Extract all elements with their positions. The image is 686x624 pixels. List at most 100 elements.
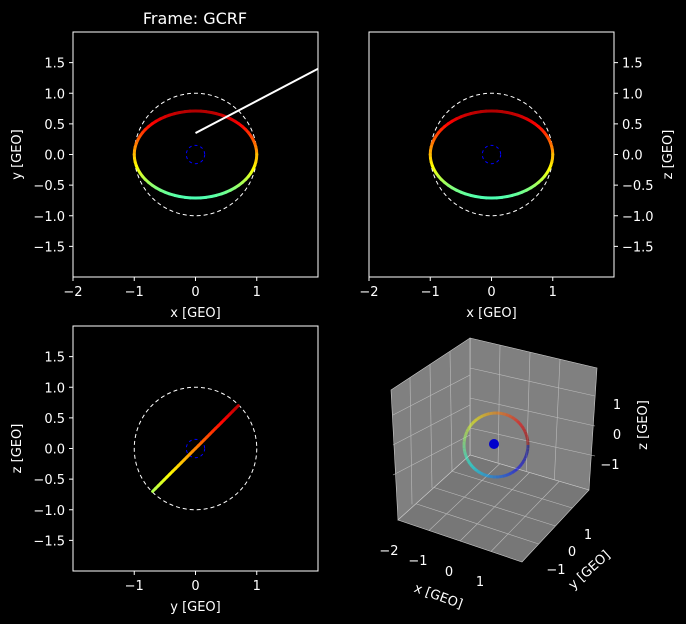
orbit-3d-segment	[476, 469, 481, 474]
x-axis-label: y [GEO]	[170, 600, 221, 615]
y-tick-label: 1.0	[44, 87, 65, 102]
orbit-3d-segment	[513, 467, 519, 473]
orbit-3d-segment	[467, 460, 472, 465]
orbit-3d-segment	[513, 417, 519, 423]
orbit-3d-segment	[464, 431, 469, 436]
earth-circle	[185, 144, 206, 165]
x-tick-label: −1	[125, 285, 144, 300]
orbit-3d-segment	[499, 411, 503, 416]
orbit-3d-segment	[520, 460, 525, 465]
orbit-3d-segment	[520, 425, 525, 430]
earth-circle	[481, 144, 502, 165]
y-tick-label: 1.5	[44, 351, 65, 366]
orbit-3d-segment	[462, 438, 467, 442]
orbit-3d-segment	[467, 425, 472, 430]
orbit-3d-segment	[489, 474, 493, 479]
orbit-3d-segment	[479, 471, 484, 476]
orbit-3d-segment	[473, 467, 479, 473]
x-tick-label: 0	[487, 285, 495, 300]
y-tick-label: 1.0	[44, 381, 65, 396]
z3d-axis-label: z [GEO]	[636, 400, 651, 450]
y-tick-label: −0.5	[622, 179, 654, 194]
plot-area	[132, 67, 318, 217]
x-tick-label: 0	[191, 285, 199, 300]
y-tick-label: −1.5	[33, 534, 65, 549]
orbit-3d-segment	[489, 411, 493, 416]
y-tick-label: 0.0	[44, 149, 65, 164]
orbit-3d-segment	[523, 431, 528, 436]
orbit-3d-segment	[465, 428, 470, 433]
x-tick-label: −2	[359, 285, 378, 300]
orbit-3d-segment	[463, 434, 468, 439]
x-tick-label: 1	[549, 285, 557, 300]
y-tick-label: −1.0	[622, 210, 654, 225]
orbit-3d-segment	[508, 471, 513, 476]
orbit-3d-segment	[508, 414, 513, 419]
orbit-3d-segment	[511, 416, 516, 421]
orbit-3d-segment	[485, 473, 490, 478]
orbit-3d-segment	[525, 438, 530, 442]
z3d-tick-label: 0	[613, 428, 621, 443]
orbit-segment	[234, 404, 240, 410]
y-axis-label: z [GEO]	[10, 424, 25, 474]
z3d-tick-label: 1	[613, 398, 621, 413]
y-tick-label: 1.0	[622, 87, 643, 102]
orbit-3d-segment	[524, 451, 529, 456]
y3d-tick-label: 0	[568, 545, 576, 560]
orbit-3d-segment	[465, 457, 470, 462]
orbit-3d-segment	[505, 413, 510, 418]
y-tick-label: −1.0	[33, 504, 65, 519]
orbit-3d-segment	[522, 428, 527, 433]
x3d-tick-label: −1	[408, 554, 427, 569]
orbit-3d-segment	[518, 462, 524, 468]
y-tick-label: 1.5	[44, 57, 65, 72]
orbit-3d-segment	[479, 414, 484, 419]
orbit-3d-segment	[468, 422, 474, 428]
orbit-3d-segment	[462, 448, 467, 452]
x-tick-label: −1	[421, 285, 440, 300]
y-tick-label: 0.5	[622, 118, 643, 133]
orbit-3d-segment	[499, 474, 503, 479]
y-tick-label: −1.5	[33, 240, 65, 255]
x-axis-label: x [GEO]	[466, 306, 517, 321]
y-tick-label: 0.5	[44, 118, 65, 133]
trajectory-line	[195, 67, 318, 134]
y-tick-label: −0.5	[33, 473, 65, 488]
figure-title: Frame: GCRF	[143, 9, 247, 28]
orbit-3d-segment	[485, 412, 490, 417]
y-axis-label: y [GEO]	[10, 129, 25, 180]
panel-bottom-left: −1 0 1 −1.5 −1.0 −0.5 0.0 0.5 1.0 1.5 y [GEO] z [GE…	[10, 325, 319, 615]
panel-top-left: −2 −1 0 1 −1.5 −1.0 −0.5 0.0 0.5 1.0 1.5 x [GEO] y […	[10, 31, 319, 321]
plot-area	[133, 386, 258, 511]
orbit-3d-segment	[463, 451, 468, 456]
orbit-3d-segment	[524, 434, 529, 439]
x-tick-label: 1	[253, 285, 261, 300]
y3d-tick-label: −1	[546, 563, 565, 578]
y-tick-label: −1.5	[622, 240, 654, 255]
x-tick-label: −2	[63, 285, 82, 300]
z3d-tick-label: −1	[600, 458, 619, 473]
axes-frame	[72, 31, 319, 278]
orbit-3d-segment	[464, 454, 469, 459]
orbit-3d-segment	[505, 472, 510, 477]
x-tick-label: 0	[191, 579, 199, 594]
orbit-3d-segment	[471, 465, 476, 470]
orbit-3d-segment	[468, 462, 474, 468]
floor-pane	[397, 454, 590, 563]
y-tick-label: 0.0	[44, 443, 65, 458]
orbit-3d-segment	[471, 420, 476, 425]
orbit-3d-segment	[482, 413, 487, 418]
y-tick-label: −0.5	[33, 179, 65, 194]
orbit-3d-segment	[502, 412, 507, 417]
panel-top-right: −2 −1 0 1 −1.5 −1.0 −0.5 0.0 0.5 1.0 1.5 x [GEO] z […	[359, 31, 676, 321]
y-axis-label: z [GEO]	[661, 130, 676, 180]
orbit-3d-segment	[476, 416, 481, 421]
y3d-tick-label: 1	[584, 528, 592, 543]
axes-frame	[368, 31, 615, 278]
y-tick-label: 0.0	[622, 149, 643, 164]
x-tick-label: −1	[125, 579, 144, 594]
x3d-tick-label: −2	[379, 544, 398, 559]
x3d-tick-label: 0	[445, 565, 453, 580]
